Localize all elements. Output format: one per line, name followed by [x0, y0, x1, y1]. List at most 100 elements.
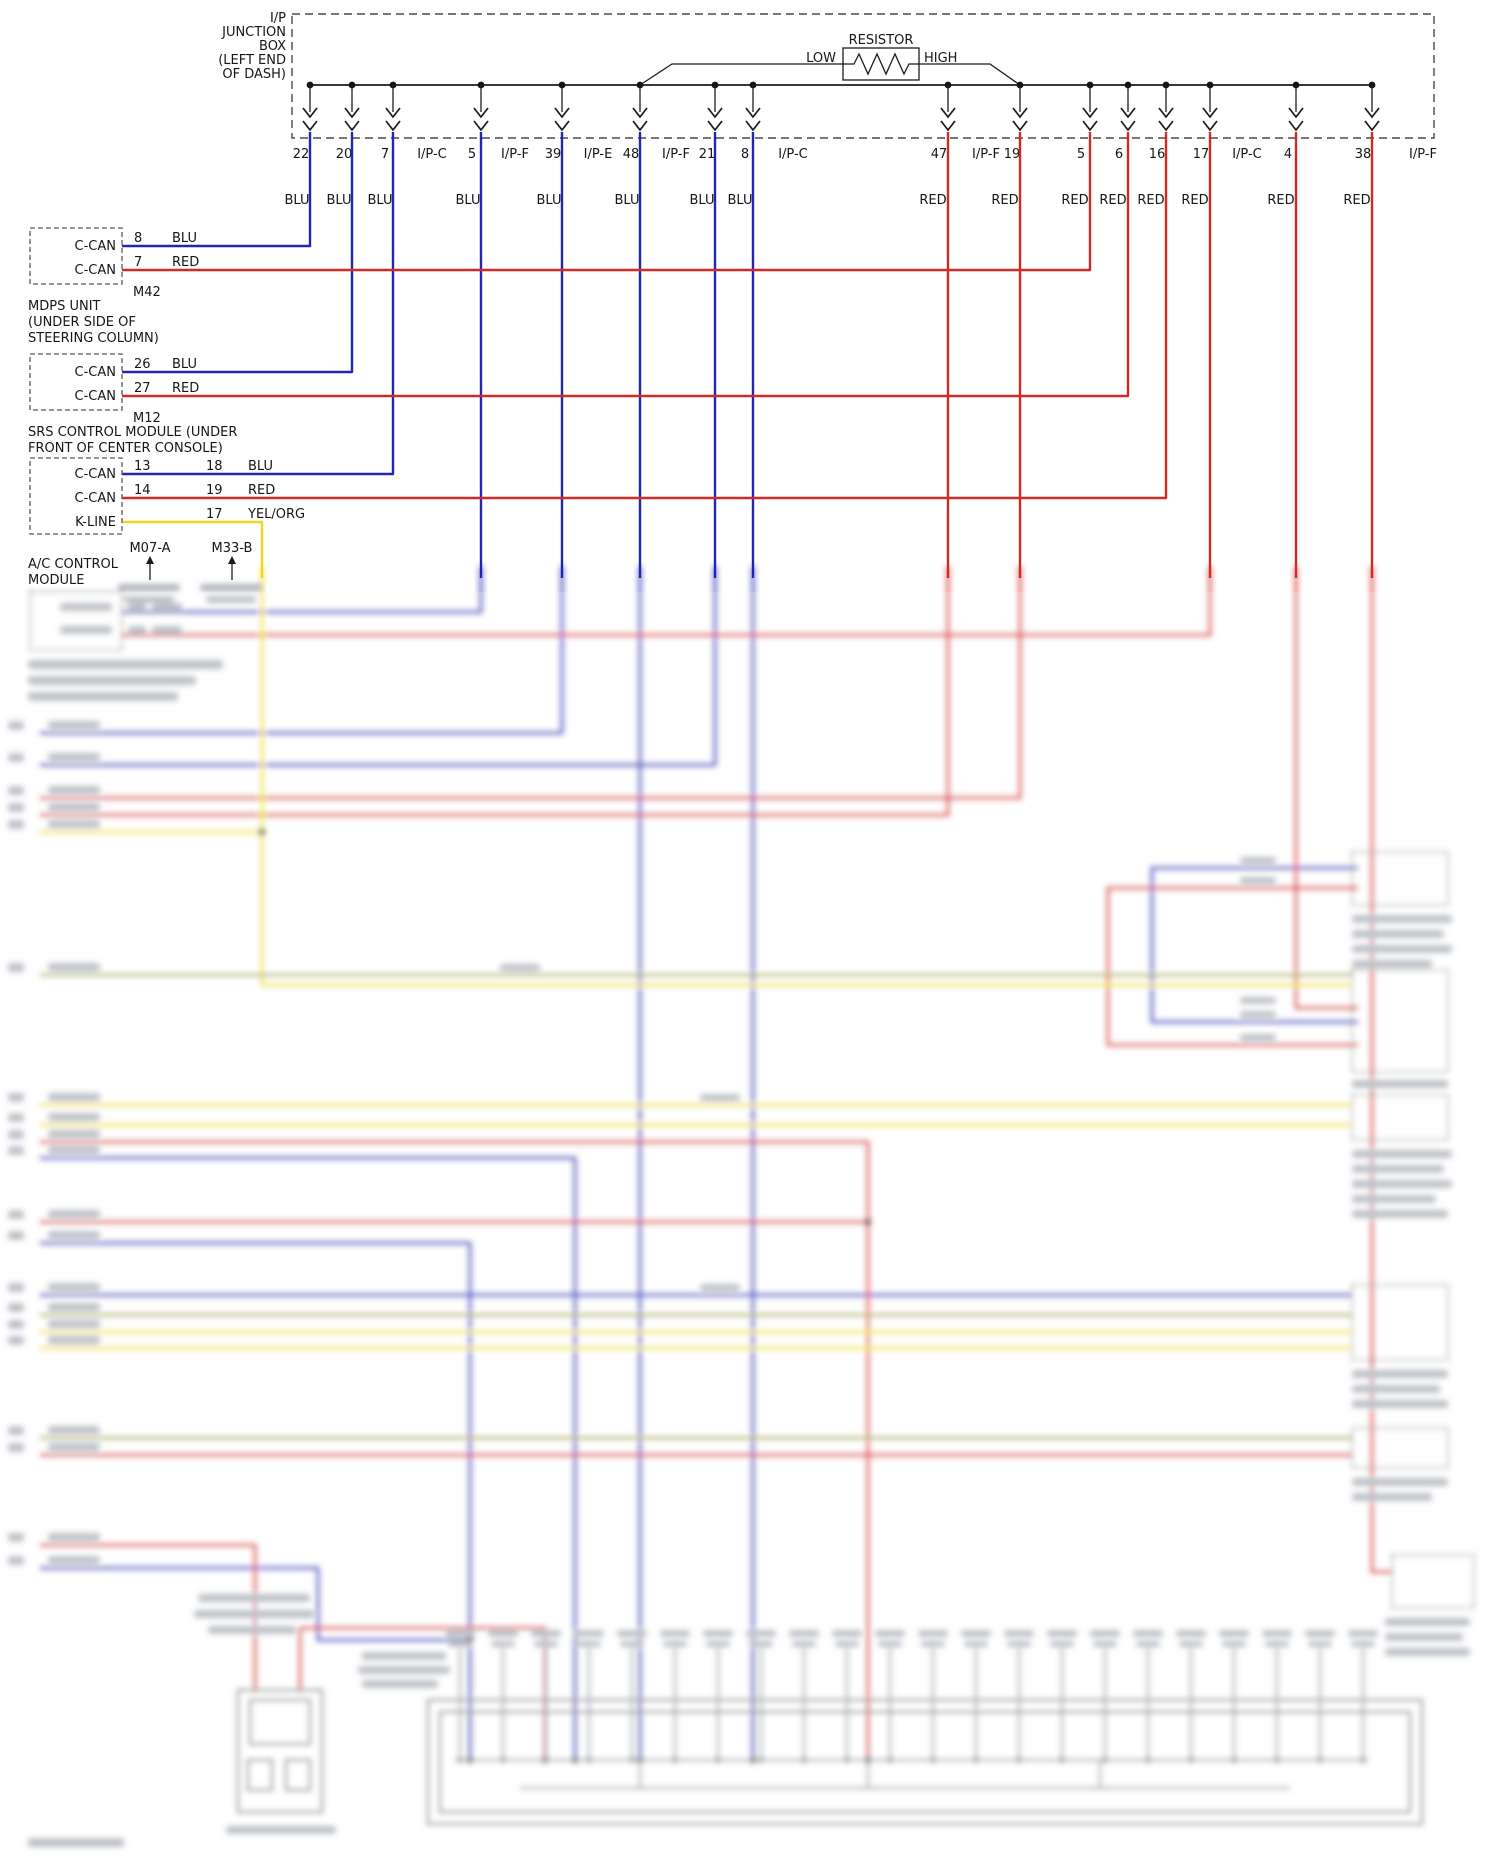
pin-passthrough-arrow-icon	[473, 120, 489, 132]
blurred-text	[128, 603, 146, 611]
blurred-text	[128, 626, 146, 634]
resistor-lead-low	[639, 63, 845, 86]
blurred-module-box	[1351, 969, 1449, 1073]
blurred-module-box	[1351, 1094, 1449, 1141]
blurred-component-box	[237, 1689, 323, 1813]
pin-passthrough-arrow-icon	[940, 120, 956, 132]
resistor-lead-high	[917, 63, 1021, 86]
blurred-wire-red	[40, 566, 1022, 800]
pin-passthrough-arrow-icon	[1158, 120, 1174, 132]
blurred-text	[200, 584, 262, 591]
blurred-text	[8, 1320, 24, 1329]
pin-passthrough-arrow-icon	[554, 120, 570, 132]
mdps-pin-number: 8	[134, 231, 142, 246]
pin-label: I/P-F	[1409, 147, 1437, 162]
ac-wire-color: BLU	[248, 459, 273, 474]
blurred-text	[1352, 1210, 1448, 1218]
pin-label: 22	[293, 147, 310, 162]
blurred-text	[8, 1443, 24, 1452]
blurred-text	[1004, 1630, 1034, 1637]
pin-number-row: 22 20 7 I/P-C 5 I/P-F 39 I/P-E 48 I/P-F 21 8 I/P-C 47…	[293, 147, 1437, 162]
blurred-text	[48, 1113, 100, 1121]
blurred-text	[8, 721, 24, 730]
blurred-wire-red	[40, 566, 950, 817]
blurred-text	[789, 1630, 819, 1637]
blurred-text	[358, 1666, 450, 1674]
pin-passthrough-arrow-icon	[1082, 107, 1098, 119]
ac-pin-number: 18	[206, 459, 223, 474]
blurred-text	[8, 1146, 24, 1155]
connector-arrowhead-icon	[146, 556, 154, 564]
pin-label: 6	[1115, 147, 1123, 162]
blurred-text	[1352, 1165, 1444, 1173]
blurred-text	[28, 660, 223, 669]
blurred-text	[8, 1336, 24, 1345]
blurred-text	[534, 1641, 558, 1647]
blurred-text	[1133, 1630, 1163, 1637]
pin-passthrough-arrow-icon	[745, 107, 761, 119]
blurred-text	[835, 1641, 859, 1647]
blurred-text	[703, 1630, 733, 1637]
wire-color-label: BLU	[689, 193, 714, 208]
wire-color-label: RED	[1061, 193, 1088, 208]
srs-pin-number: 27	[134, 381, 151, 396]
junction-box-label: OF DASH)	[222, 67, 286, 82]
mdps-bus-label: C-CAN	[75, 239, 116, 254]
blurred-text	[48, 786, 100, 794]
wire-color-label: RED	[1343, 193, 1370, 208]
ac-pin-number: 13	[134, 459, 151, 474]
srs-bus-label: C-CAN	[75, 365, 116, 380]
resistor-low-label: LOW	[806, 51, 836, 66]
pin-label: I/P-C	[1232, 147, 1262, 162]
mdps-wire-color: RED	[172, 255, 199, 270]
blurred-text	[1308, 1641, 1332, 1647]
blur-haze-overlay	[0, 592, 1500, 1861]
pin-passthrough-arrow-icon	[1364, 107, 1380, 119]
blurred-component-box	[439, 1711, 1411, 1813]
pin-passthrough-arrow-icon	[1120, 107, 1136, 119]
srs-wire-color: BLU	[172, 357, 197, 372]
blurred-module-box	[1351, 1427, 1449, 1469]
pin-passthrough-arrow-icon	[1120, 120, 1136, 132]
blurred-text	[8, 803, 24, 812]
blurred-text	[208, 1626, 296, 1634]
wire-color-label: RED	[1099, 193, 1126, 208]
blurred-module-box	[1351, 851, 1449, 906]
joint-connector-grid	[445, 1630, 1378, 1789]
blurred-text	[574, 1630, 604, 1637]
blurred-text	[1385, 1648, 1470, 1656]
ac-pin-number: 17	[206, 507, 223, 522]
blurred-text	[488, 1630, 518, 1637]
blurred-wire-blue	[40, 1566, 470, 1642]
blurred-text	[620, 1641, 644, 1647]
ac-wire-color: RED	[248, 483, 275, 498]
blurred-text	[792, 1641, 816, 1647]
blurred-wire-blue	[122, 566, 483, 614]
pin-passthrough-arrow-icon	[940, 107, 956, 119]
blurred-module-box	[29, 591, 123, 651]
pin-label: 5	[468, 147, 476, 162]
blurred-text	[964, 1641, 988, 1647]
srs-bus-label: C-CAN	[75, 389, 116, 404]
blurred-text	[8, 1130, 24, 1139]
pin-passthrough-arrow-icon	[473, 107, 489, 119]
blurred-text	[1352, 1180, 1452, 1188]
blurred-text	[1305, 1630, 1335, 1637]
pin-label: 20	[336, 147, 353, 162]
pin-passthrough-arrow-icon	[1012, 107, 1028, 119]
blurred-text	[8, 1210, 24, 1219]
blurred-text	[832, 1630, 862, 1637]
blurred-text	[152, 626, 182, 634]
wire-color-label: BLU	[367, 193, 392, 208]
pin-passthrough-arrow-icon	[1202, 107, 1218, 119]
blurred-text	[48, 1283, 100, 1291]
wire-color-label: RED	[1137, 193, 1164, 208]
pin-passthrough-arrow-icon	[1158, 107, 1174, 119]
blurred-text	[1352, 1370, 1448, 1378]
blurred-wire-red	[40, 1543, 257, 1692]
pin-label: 47	[931, 147, 948, 162]
blurred-text	[1179, 1641, 1203, 1647]
blurred-component-box	[249, 1699, 311, 1745]
blurred-text	[1352, 960, 1432, 968]
